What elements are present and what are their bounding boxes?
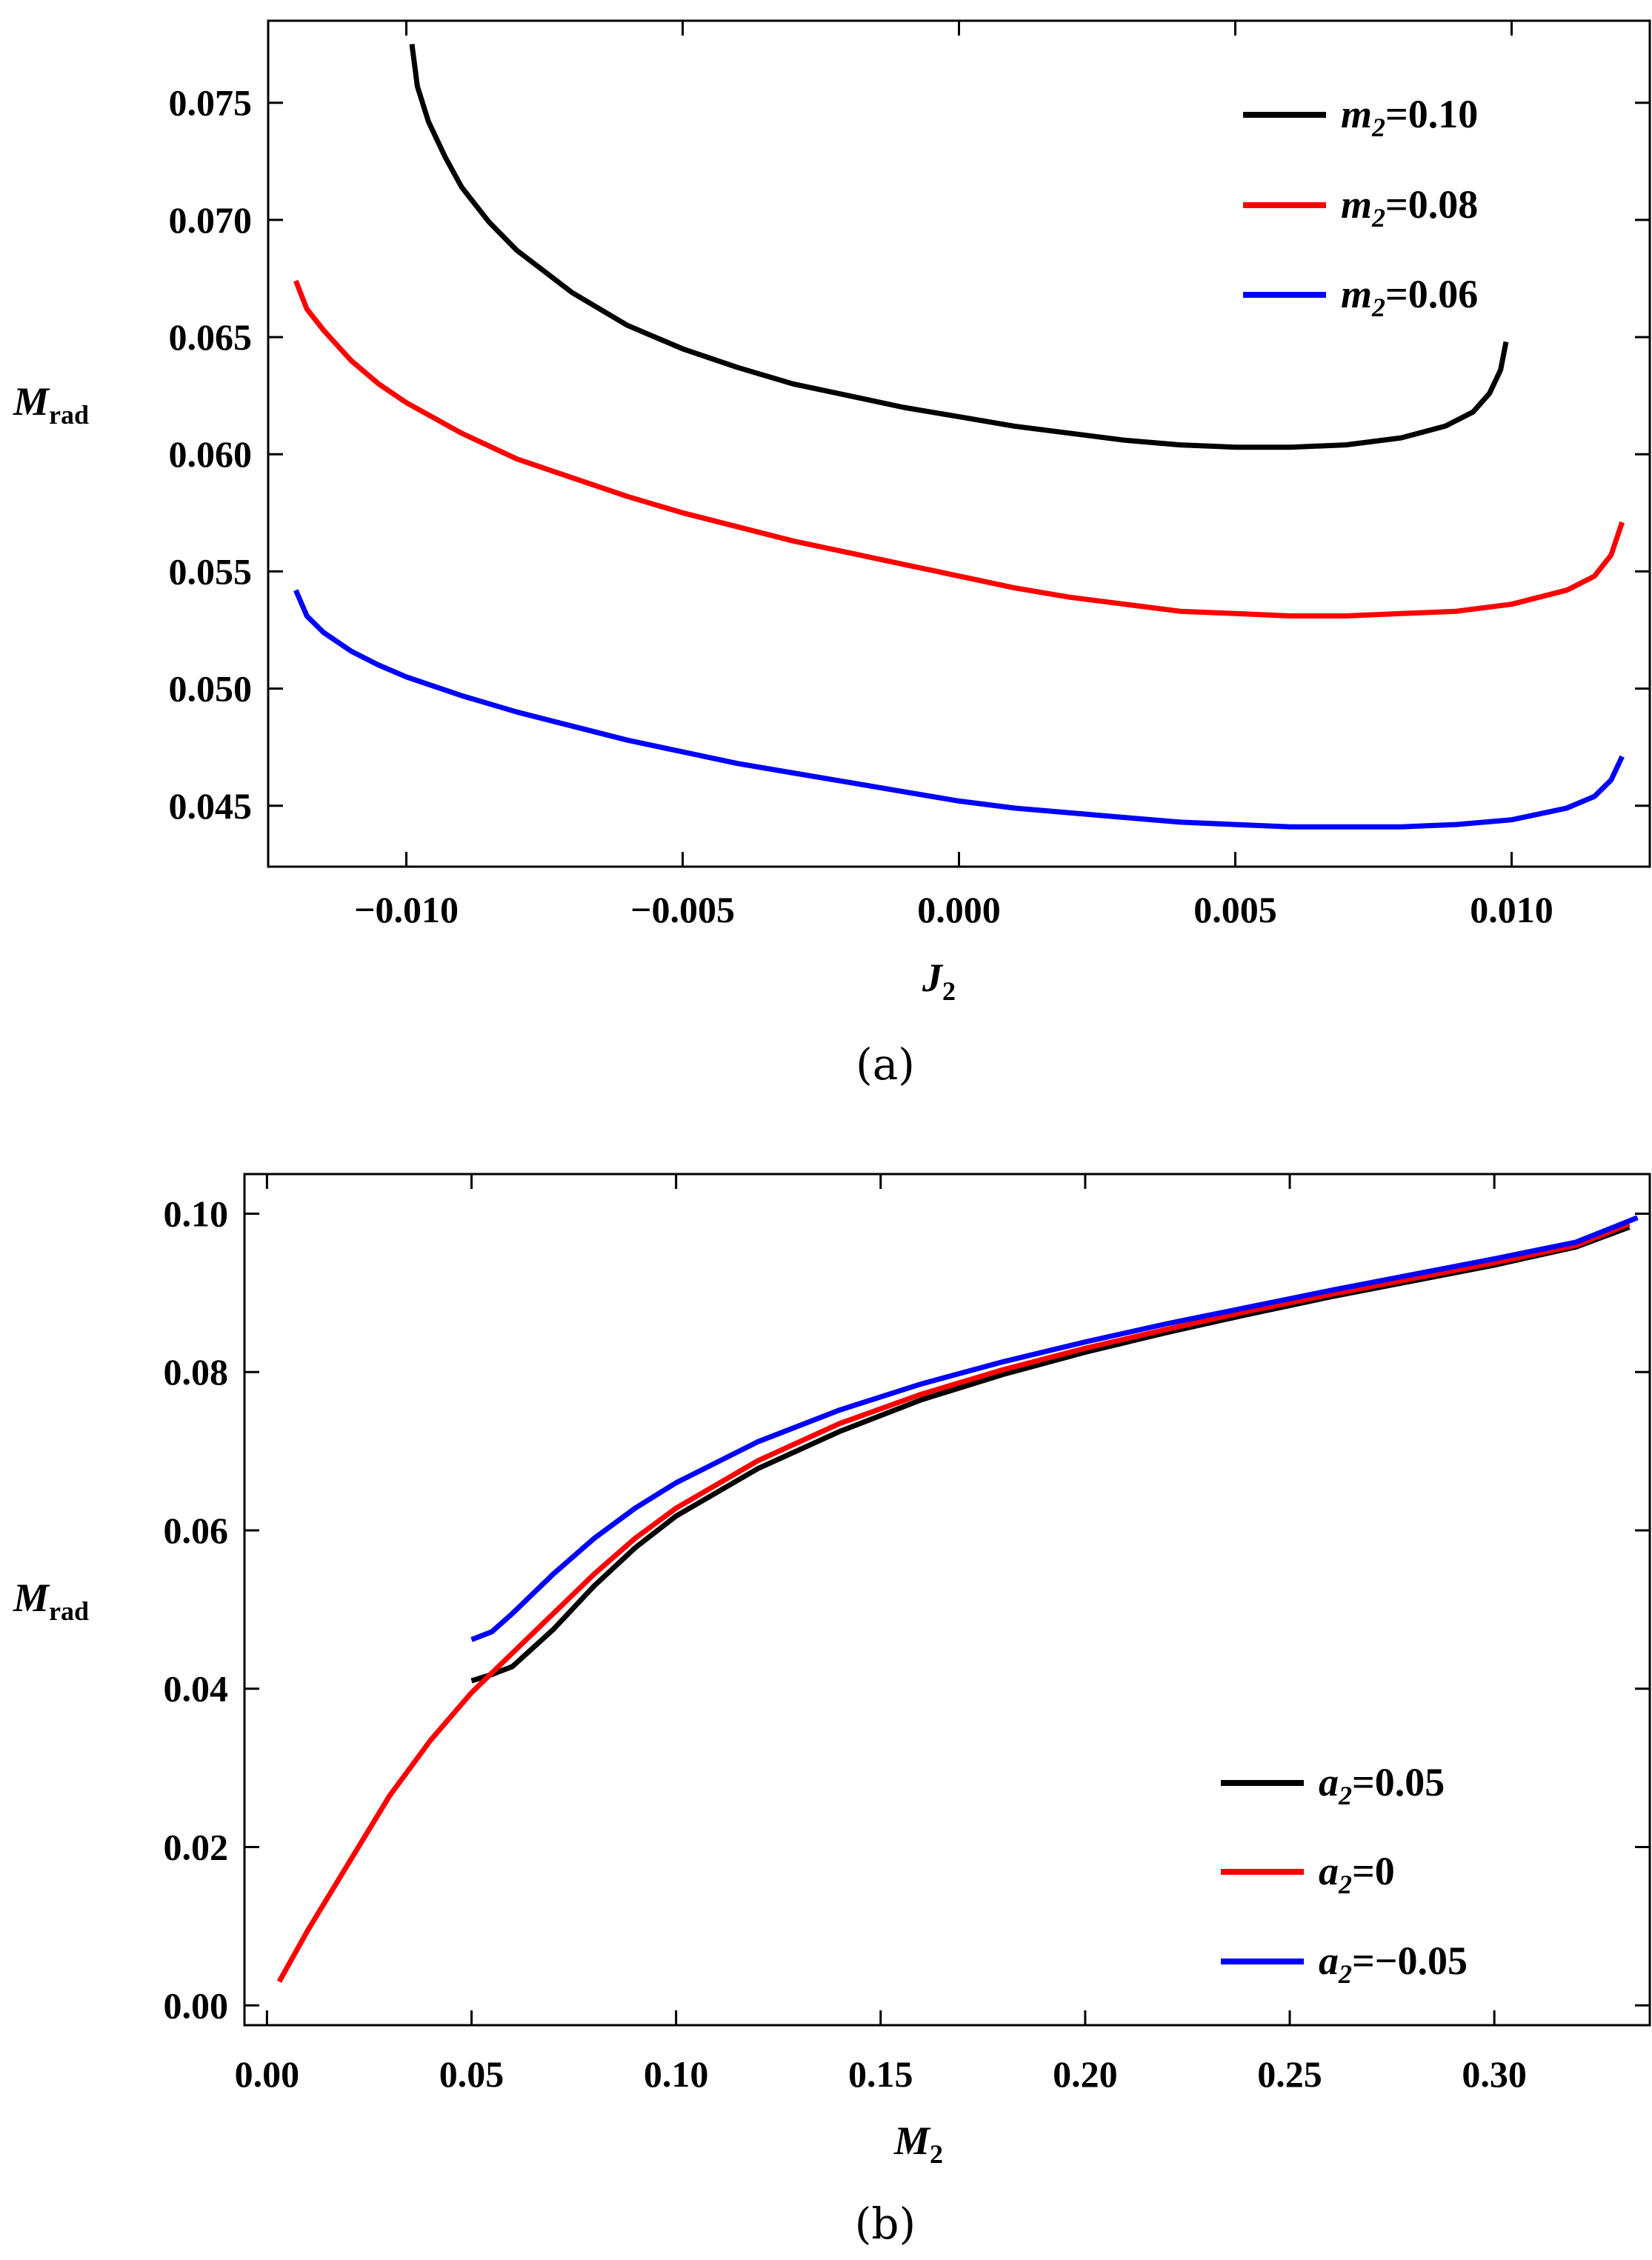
legend-label-a2-minus-0.05: a2=−0.05 (1319, 1939, 1468, 1989)
panel-a-caption: (a) (856, 1039, 915, 1090)
panel-a-series (293, 44, 1625, 830)
series-line-m2-0.06 (293, 589, 1625, 830)
series-line-a2-0.05 (470, 1215, 1639, 1642)
legend-label-m2-0.08: m2=0.08 (1341, 182, 1478, 233)
y-tick-label: 0.045 (169, 785, 253, 827)
x-tick-label: −0.005 (630, 889, 735, 930)
y-tick-label: 0.10 (164, 1193, 229, 1234)
series-line-m2-0.10 (409, 44, 1509, 450)
x-tick-label: 0.10 (644, 2053, 709, 2095)
legend-label-a2-0: a2=0 (1319, 1849, 1395, 1899)
panel-b-series (276, 1215, 1639, 1983)
panel-a-x-ticks: −0.010 −0.005 0.000 0.005 0.010 (354, 21, 1553, 930)
series-line-m2-0.08 (293, 279, 1625, 619)
y-tick-label: 0.075 (169, 82, 253, 124)
panel-a: −0.010 −0.005 0.000 0.005 0.010 0.0450.0500.… (13, 19, 1651, 1090)
y-tick-label: 0.08 (164, 1351, 229, 1393)
y-tick-label: 0.055 (169, 550, 253, 592)
x-tick-label: −0.010 (354, 889, 459, 930)
x-tick-label: 0.00 (235, 2053, 300, 2095)
x-tick-label: 0.20 (1053, 2053, 1118, 2095)
panel-a-frame (267, 19, 1651, 868)
panel-b-x-ticks: 0.00 0.05 0.10 0.15 0.20 0.25 0.30 (235, 1174, 1527, 2095)
panel-a-y-axis-label: Mrad (13, 379, 89, 430)
y-tick-label: 0.050 (169, 668, 253, 710)
panel-b-caption: (b) (855, 2199, 916, 2249)
y-tick-label: 0.060 (169, 433, 253, 475)
y-tick-label: 0.070 (169, 199, 253, 241)
panel-b-y-ticks: 0.00 0.02 0.04 0.06 0.08 0.10 (164, 1193, 1650, 2026)
panel-b-legend: a2=0.05 a2=0 a2=−0.05 (1221, 1760, 1468, 1989)
x-tick-label: 0.000 (917, 889, 1001, 930)
y-tick-label: 0.02 (164, 1827, 229, 1868)
y-tick-label: 0.04 (164, 1668, 229, 1710)
panel-b-frame (243, 1173, 1651, 2027)
x-tick-label: 0.05 (439, 2053, 504, 2095)
x-tick-label: 0.25 (1257, 2053, 1322, 2095)
legend-label-m2-0.06: m2=0.06 (1341, 272, 1478, 322)
y-tick-label: 0.065 (169, 316, 253, 358)
legend-label-a2-0.05: a2=0.05 (1319, 1760, 1445, 1810)
panel-a-legend: m2=0.10 m2=0.08 m2=0.06 (1243, 92, 1478, 322)
x-tick-label: 0.005 (1193, 889, 1277, 930)
series-line-a2-0.05 (470, 1224, 1631, 1684)
x-tick-label: 0.30 (1462, 2053, 1527, 2095)
y-tick-label: 0.00 (164, 1984, 229, 2026)
series-line-a2-0 (276, 1221, 1631, 1983)
panel-b-y-axis-label: Mrad (13, 1576, 89, 1626)
panel-a-x-axis-label: J2 (922, 956, 956, 1006)
x-tick-label: 0.15 (848, 2053, 913, 2095)
legend-label-m2-0.10: m2=0.10 (1341, 92, 1478, 142)
x-tick-label: 0.010 (1470, 889, 1553, 930)
panel-b-x-axis-label: M2 (893, 2119, 943, 2169)
y-tick-label: 0.06 (164, 1510, 229, 1551)
panel-b: 0.00 0.05 0.10 0.15 0.20 0.25 0.30 0.000.020.0… (13, 1173, 1651, 2249)
panel-a-y-ticks: 0.045 0.050 0.055 0.060 0.065 0.070 0.075 (169, 82, 1650, 827)
